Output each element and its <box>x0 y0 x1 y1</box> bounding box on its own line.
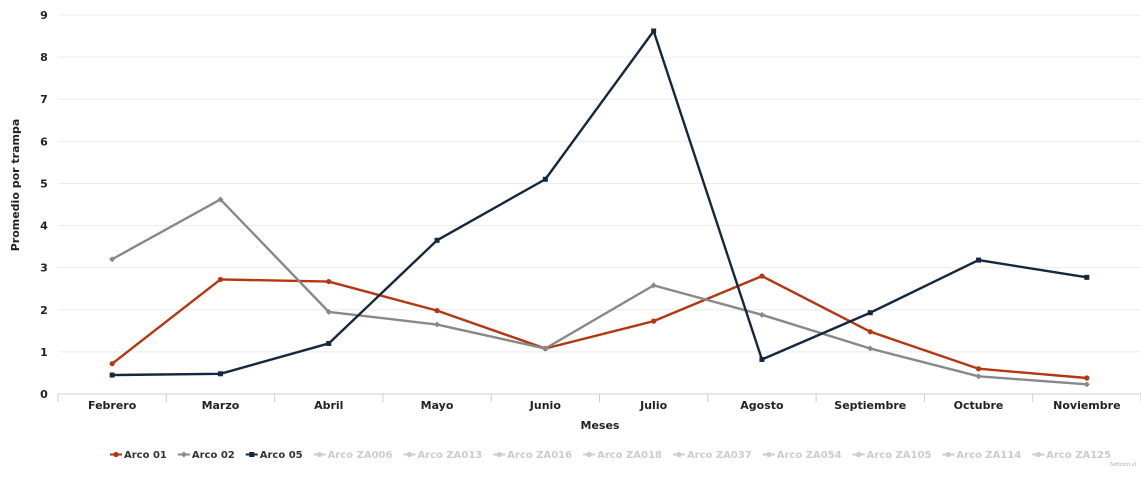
x-axis-title: Meses <box>581 419 620 432</box>
legend-marker[interactable] <box>855 451 862 458</box>
data-point[interactable] <box>867 329 873 335</box>
legend-label: Arco 05 <box>260 450 303 461</box>
data-point[interactable] <box>434 308 440 314</box>
x-tick-label: Mayo <box>421 399 454 412</box>
data-point[interactable] <box>758 311 765 318</box>
legend-marker[interactable] <box>766 451 772 458</box>
y-tick-label: 7 <box>40 93 48 106</box>
legend-label: Arco ZA013 <box>417 450 482 461</box>
legend-label: Arco ZA016 <box>507 450 572 461</box>
legend-item[interactable]: Arco ZA018 <box>583 450 662 461</box>
series-arco-02 <box>109 196 1090 388</box>
series-line[interactable] <box>111 274 1087 380</box>
data-point[interactable] <box>542 345 549 352</box>
data-point[interactable] <box>109 361 115 367</box>
legend-marker[interactable] <box>406 451 413 458</box>
y-axis-title: Promedio por trampa <box>9 119 22 252</box>
legend-marker[interactable] <box>496 451 502 458</box>
legend-item[interactable]: Arco 01 <box>110 450 167 461</box>
series-arco-05 <box>109 28 1090 378</box>
series-line[interactable] <box>112 29 1088 377</box>
legend-label: Arco ZA114 <box>956 450 1021 461</box>
credit-text[interactable]: Softcom.cl <box>1110 462 1136 468</box>
data-point[interactable] <box>759 273 765 279</box>
legend-item[interactable]: Arco ZA054 <box>762 450 842 461</box>
data-point[interactable] <box>326 340 332 346</box>
data-point[interactable] <box>434 321 441 328</box>
legend-label: Arco ZA054 <box>777 450 842 461</box>
y-axis-ticks: 0 1 2 3 4 5 6 7 8 9 <box>40 9 48 401</box>
legend-marker[interactable] <box>945 451 952 458</box>
gridlines <box>58 14 1141 353</box>
data-point[interactable] <box>326 278 332 285</box>
legend-item[interactable]: Arco 02 <box>177 450 235 461</box>
data-point[interactable] <box>867 345 874 352</box>
x-tick-label: Julio <box>639 399 667 412</box>
data-point[interactable] <box>975 373 982 380</box>
legend-label: Arco ZA037 <box>687 450 752 461</box>
data-point[interactable] <box>976 257 982 263</box>
y-tick-label: 3 <box>40 262 48 275</box>
legend-item[interactable]: Arco ZA125 <box>1032 450 1111 461</box>
y-tick-label: 8 <box>40 51 48 64</box>
x-tick-label: Marzo <box>202 399 240 412</box>
data-point[interactable] <box>651 28 657 34</box>
legend-marker[interactable] <box>249 452 255 457</box>
data-point[interactable] <box>217 371 223 377</box>
legend-label: Arco 02 <box>192 450 235 461</box>
y-tick-label: 9 <box>40 9 48 22</box>
legend-label: Arco 01 <box>124 450 167 461</box>
x-tick-label: Febrero <box>88 399 137 412</box>
legend[interactable]: Arco 01 Arco 02 Arco 05 Arco ZA006 Arco ZA01… <box>110 450 1111 461</box>
data-point[interactable] <box>975 366 982 372</box>
legend-label: Arco ZA125 <box>1046 450 1111 461</box>
data-point[interactable] <box>1084 375 1090 381</box>
y-tick-label: 0 <box>40 388 48 401</box>
x-tick-label: Septiembre <box>834 399 906 412</box>
x-tick-label: Abril <box>314 399 343 412</box>
legend-item[interactable]: Arco ZA016 <box>493 450 572 461</box>
data-point[interactable] <box>325 308 332 315</box>
x-tick-label: Agosto <box>740 399 784 412</box>
legend-item[interactable]: Arco ZA013 <box>403 450 482 461</box>
legend-label: Arco ZA105 <box>867 450 932 461</box>
series-line[interactable] <box>111 198 1087 386</box>
data-point[interactable] <box>651 318 657 324</box>
series-lines <box>109 28 1090 388</box>
legend-marker[interactable] <box>317 451 323 458</box>
legend-marker[interactable] <box>1035 451 1041 458</box>
x-tick-label: Octubre <box>954 399 1004 412</box>
x-tick-label: Noviembre <box>1053 399 1120 412</box>
y-tick-label: 1 <box>40 346 48 359</box>
legend-marker[interactable] <box>113 451 119 458</box>
legend-item[interactable]: Arco ZA037 <box>672 450 752 461</box>
x-tick-label: Junio <box>529 399 562 412</box>
data-point[interactable] <box>1083 381 1090 388</box>
legend-marker[interactable] <box>180 451 187 458</box>
data-point[interactable] <box>542 176 548 182</box>
legend-marker[interactable] <box>676 451 682 458</box>
data-point[interactable] <box>759 356 765 362</box>
data-point[interactable] <box>109 372 115 378</box>
legend-marker[interactable] <box>586 451 592 458</box>
legend-item[interactable]: Arco ZA006 <box>313 450 393 461</box>
legend-item[interactable]: Arco ZA114 <box>942 450 1021 461</box>
legend-label: Arco ZA006 <box>328 450 393 461</box>
data-point[interactable] <box>217 276 224 283</box>
data-point[interactable] <box>434 237 440 243</box>
data-point[interactable] <box>109 256 116 263</box>
data-point[interactable] <box>217 196 224 203</box>
data-point[interactable] <box>650 282 657 289</box>
legend-item[interactable]: Arco 05 <box>245 450 303 461</box>
y-tick-label: 6 <box>40 135 48 148</box>
y-tick-label: 4 <box>40 220 48 233</box>
y-tick-label: 5 <box>40 177 48 190</box>
legend-label: Arco ZA018 <box>597 450 662 461</box>
data-point[interactable] <box>1084 274 1090 280</box>
legend-item[interactable]: Arco ZA105 <box>852 450 932 461</box>
y-tick-label: 2 <box>40 304 48 317</box>
data-point[interactable] <box>867 310 873 316</box>
x-axis: Febrero Marzo Abril Mayo Junio Julio Agosto Sep… <box>57 393 1141 412</box>
